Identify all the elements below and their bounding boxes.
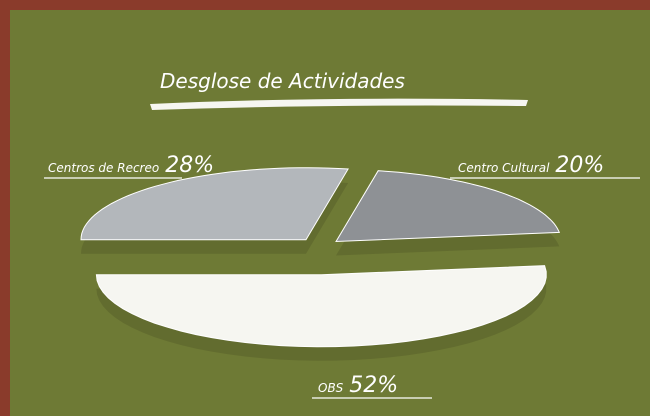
slice-label: OBS xyxy=(318,381,344,395)
slice-label: Centros de Recreo xyxy=(48,161,159,175)
top-border xyxy=(0,0,650,10)
slice-value: 20% xyxy=(555,153,604,178)
chart: Desglose de Actividades Centros de Recre… xyxy=(0,0,650,416)
page: Desglose de Actividades Centros de Recre… xyxy=(0,0,650,416)
slice-value: 28% xyxy=(165,153,214,178)
chart-title: Desglose de Actividades xyxy=(160,69,405,93)
slice-value: 52% xyxy=(349,373,398,398)
slice-label: Centro Cultural xyxy=(458,161,550,175)
left-border xyxy=(0,0,10,416)
